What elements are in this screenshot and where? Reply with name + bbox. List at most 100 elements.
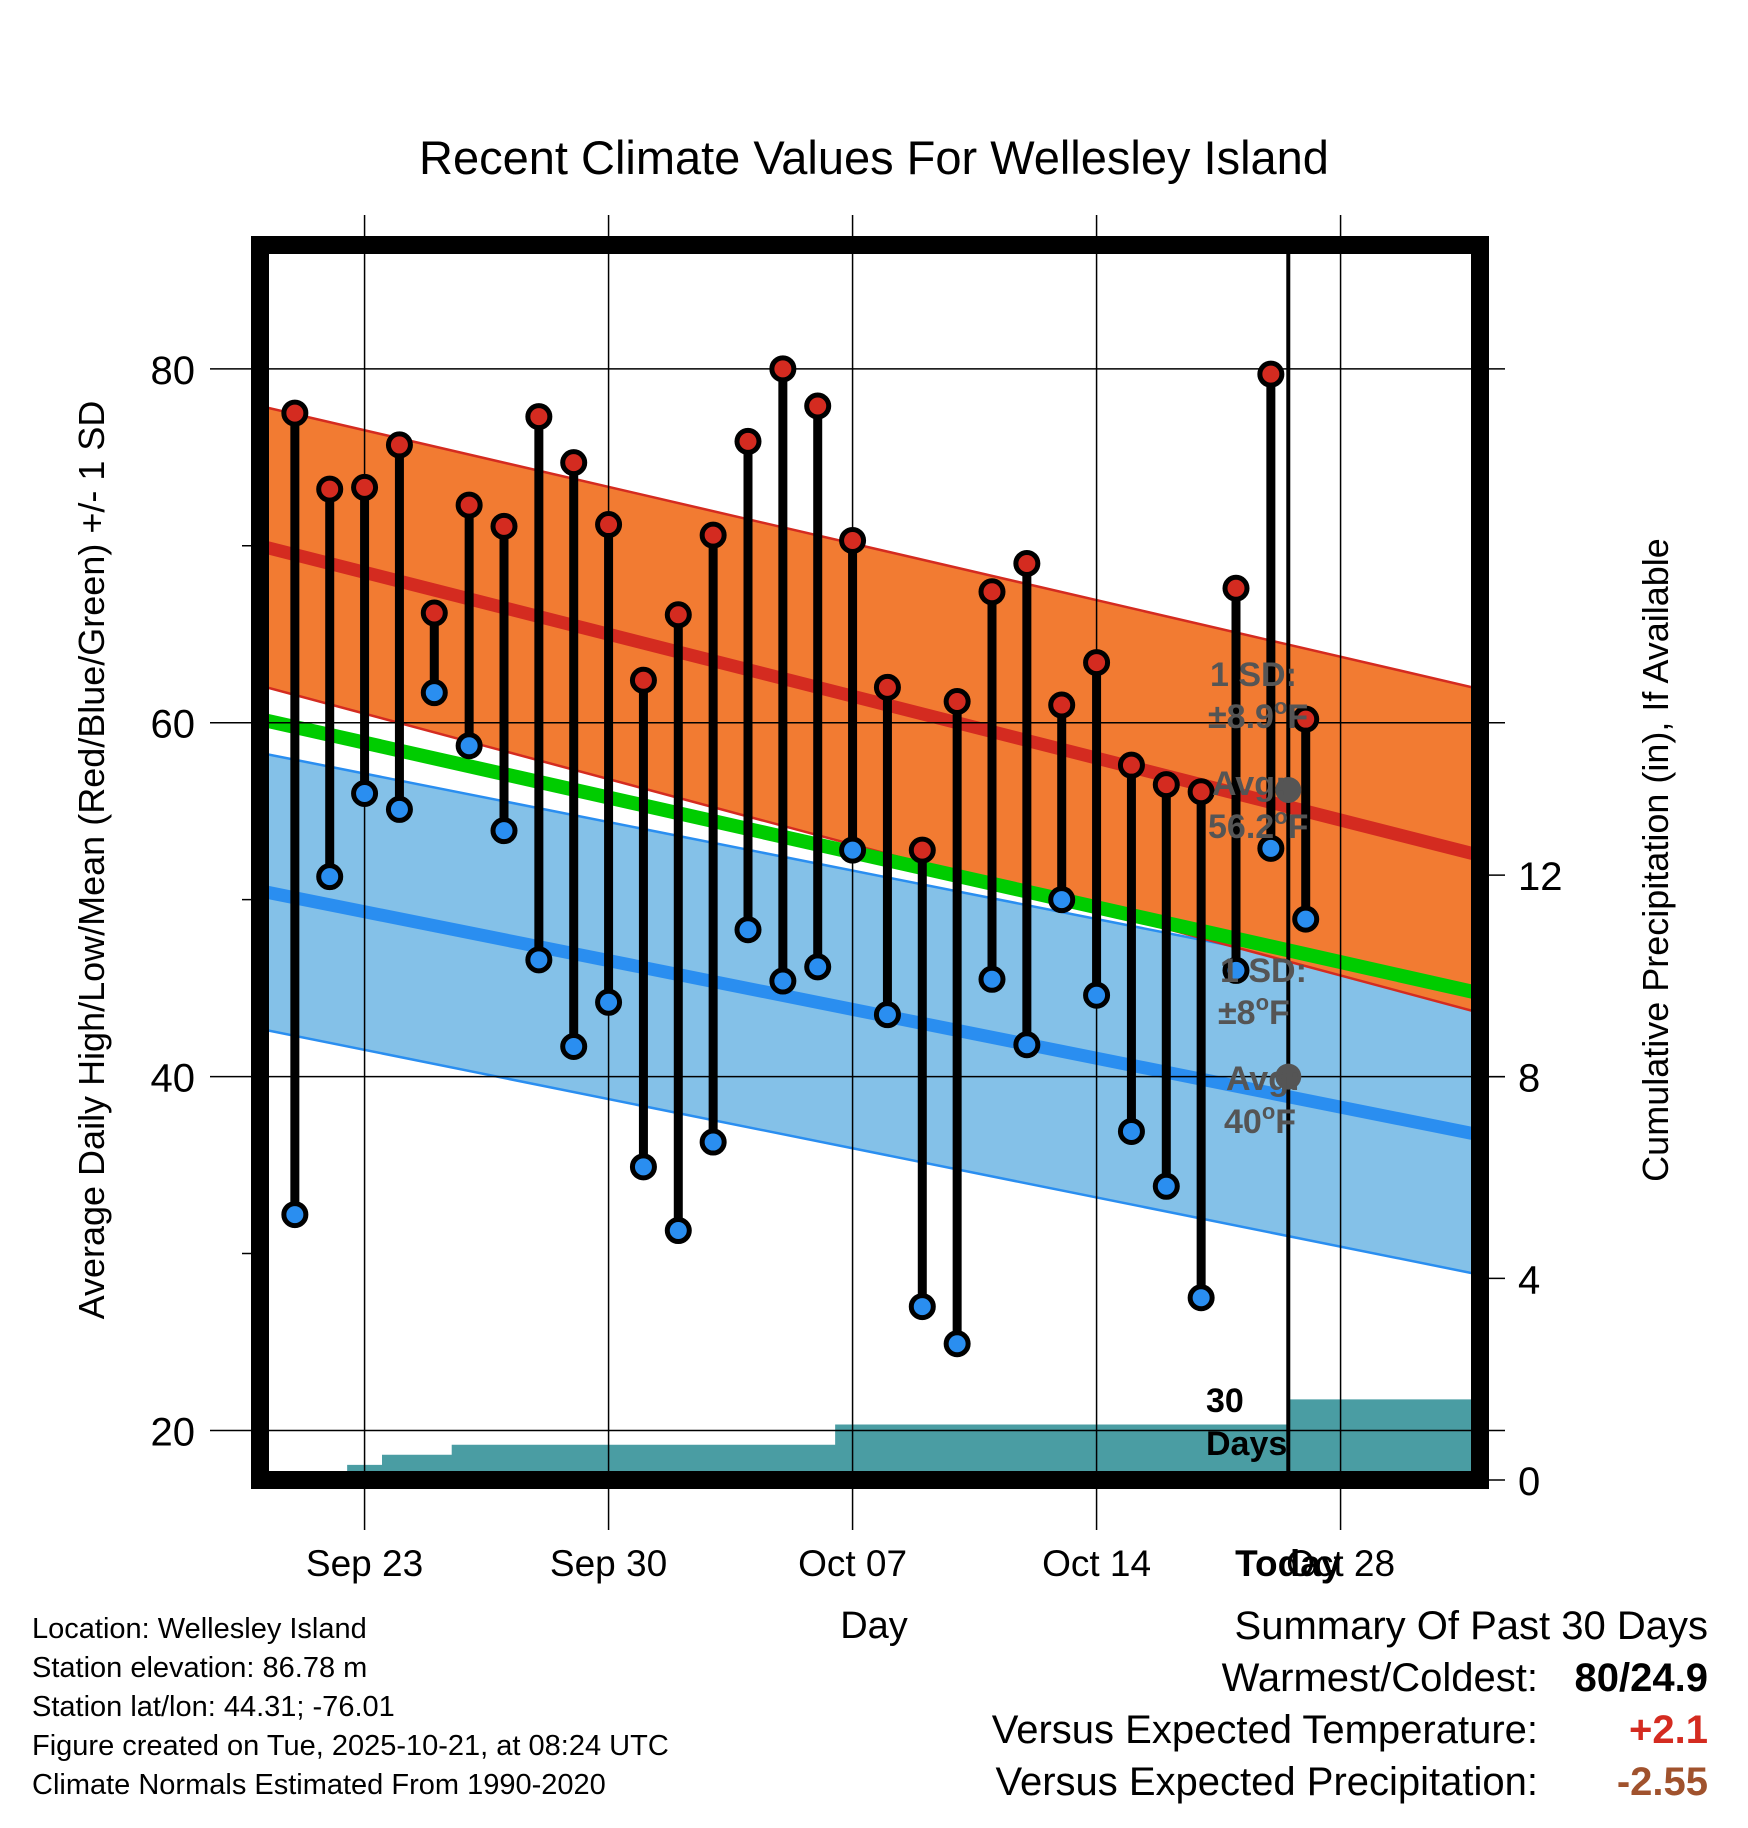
low-temp-point-9 — [595, 988, 623, 1016]
low-temp-point-27 — [1222, 956, 1250, 984]
high-normal-line — [260, 539, 1480, 862]
plot-frame — [251, 236, 1489, 1489]
low-temp-point-28 — [1257, 834, 1285, 862]
high-sd-upper-edge — [260, 404, 1480, 691]
x-tick-label-3: Oct 14 — [1042, 1543, 1151, 1584]
summary-warmest-row: Warmest/Coldest: 80/24.9 — [992, 1652, 1708, 1704]
high-temp-point-6 — [490, 512, 518, 540]
high-sd-value: ±8.9oF — [1208, 694, 1308, 736]
high-temp-point-5 — [455, 491, 483, 519]
low-sd-value: ±8oF — [1218, 990, 1290, 1032]
high-avg-marker — [1275, 776, 1302, 803]
low-avg-value: 40oF — [1224, 1099, 1296, 1141]
high-temp-point-17 — [873, 673, 901, 701]
low-temp-point-6 — [490, 817, 518, 845]
elevation-text: Station elevation: 86.78 m — [32, 1652, 368, 1684]
high-temp-point-15 — [804, 392, 832, 420]
low-temp-point-29 — [1292, 905, 1320, 933]
y-right-tick-label-1: 4 — [1518, 1258, 1540, 1302]
high-sd-label: 1 SD: — [1210, 656, 1297, 694]
high-temp-point-0 — [281, 399, 309, 427]
summary-temp-row: Versus Expected Temperature: +2.1 — [992, 1704, 1708, 1756]
x-tick-label-0: Sep 23 — [306, 1543, 423, 1584]
low-temp-point-23 — [1083, 981, 1111, 1009]
high-avg-label: Avg: — [1212, 765, 1286, 803]
low-temp-point-13 — [734, 916, 762, 944]
high-temp-point-25 — [1152, 771, 1180, 799]
high-temp-point-8 — [560, 449, 588, 477]
precip-label: Versus Expected Precipitation: — [995, 1760, 1538, 1804]
high-avg-value: 56.2oF — [1208, 804, 1308, 846]
high-temp-point-12 — [699, 521, 727, 549]
high-temp-point-26 — [1187, 778, 1215, 806]
y-tick-label-2: 60 — [151, 703, 196, 747]
summary-title: Summary Of Past 30 Days — [1234, 1604, 1708, 1648]
low-temp-point-16 — [839, 836, 867, 864]
high-temp-point-22 — [1048, 691, 1076, 719]
low-sd-label: 1 SD: — [1220, 952, 1307, 990]
high-temp-point-3 — [385, 431, 413, 459]
high-temp-point-21 — [1013, 549, 1041, 577]
y-axis-label: Average Daily High/Low/Mean (Red/Blue/Gr… — [71, 401, 112, 1320]
low-temp-point-19 — [943, 1330, 971, 1358]
low-temp-point-3 — [385, 795, 413, 823]
high-temp-point-19 — [943, 687, 971, 715]
temp-value: +2.1 — [1629, 1708, 1708, 1752]
location-text: Location: Wellesley Island — [32, 1613, 367, 1645]
low-temp-point-26 — [1187, 1284, 1215, 1312]
low-temp-point-20 — [978, 965, 1006, 993]
low-temp-point-25 — [1152, 1172, 1180, 1200]
plot-area — [260, 404, 1480, 1480]
x-axis-label: Day — [840, 1605, 908, 1647]
y-right-tick-label-0: 0 — [1518, 1460, 1540, 1504]
days-label-text: Days — [1206, 1425, 1287, 1463]
high-temp-point-14 — [769, 355, 797, 383]
normals-text: Climate Normals Estimated From 1990-2020 — [32, 1769, 606, 1801]
high-temp-point-10 — [629, 666, 657, 694]
low-temp-point-0 — [281, 1201, 309, 1229]
high-temp-point-1 — [316, 475, 344, 503]
high-temp-point-20 — [978, 578, 1006, 606]
mean-normal-line — [260, 712, 1480, 1001]
high-temp-point-16 — [839, 526, 867, 554]
warmest-label: Warmest/Coldest: — [1221, 1656, 1538, 1700]
chart-title: Recent Climate Values For Wellesley Isla… — [419, 131, 1329, 184]
low-temp-point-18 — [908, 1293, 936, 1321]
low-temp-point-10 — [629, 1153, 657, 1181]
low-normal-line — [260, 884, 1480, 1142]
low-temp-point-15 — [804, 953, 832, 981]
high-temp-point-23 — [1083, 649, 1111, 677]
high-temp-point-7 — [525, 403, 553, 431]
x-tick-label-1: Sep 30 — [550, 1543, 667, 1584]
low-sd-lower-edge — [260, 1027, 1480, 1276]
low-avg-marker — [1275, 1063, 1302, 1090]
y-right-tick-label-3: 12 — [1518, 855, 1563, 899]
low-temp-point-24 — [1117, 1117, 1145, 1145]
low-temp-point-8 — [560, 1033, 588, 1061]
low-temp-point-5 — [455, 732, 483, 760]
high-temp-point-24 — [1117, 751, 1145, 779]
y-tick-label-1: 40 — [151, 1057, 196, 1101]
days-label-count: 30 — [1206, 1382, 1244, 1420]
y-right-tick-label-2: 8 — [1518, 1057, 1540, 1101]
high-sd-band — [260, 406, 1480, 1013]
x-tick-label-4: Oct 28 — [1286, 1543, 1395, 1584]
low-avg-label: Avg: — [1226, 1060, 1300, 1098]
x-tick-label-2: Oct 07 — [798, 1543, 907, 1584]
low-temp-point-4 — [420, 679, 448, 707]
high-temp-point-13 — [734, 427, 762, 455]
low-temp-point-17 — [873, 1001, 901, 1029]
low-temp-point-7 — [525, 946, 553, 974]
low-temp-point-2 — [351, 779, 379, 807]
low-temp-point-12 — [699, 1128, 727, 1156]
high-temp-point-29 — [1292, 705, 1320, 733]
y-tick-label-0: 20 — [151, 1410, 196, 1454]
high-temp-point-28 — [1257, 360, 1285, 388]
low-temp-point-1 — [316, 863, 344, 891]
high-temp-point-11 — [664, 601, 692, 629]
low-temp-point-21 — [1013, 1031, 1041, 1059]
high-temp-point-9 — [595, 511, 623, 539]
y-axis-right-label: Cumulative Precipitation (in), If Availa… — [1635, 538, 1676, 1182]
high-temp-point-2 — [351, 473, 379, 501]
